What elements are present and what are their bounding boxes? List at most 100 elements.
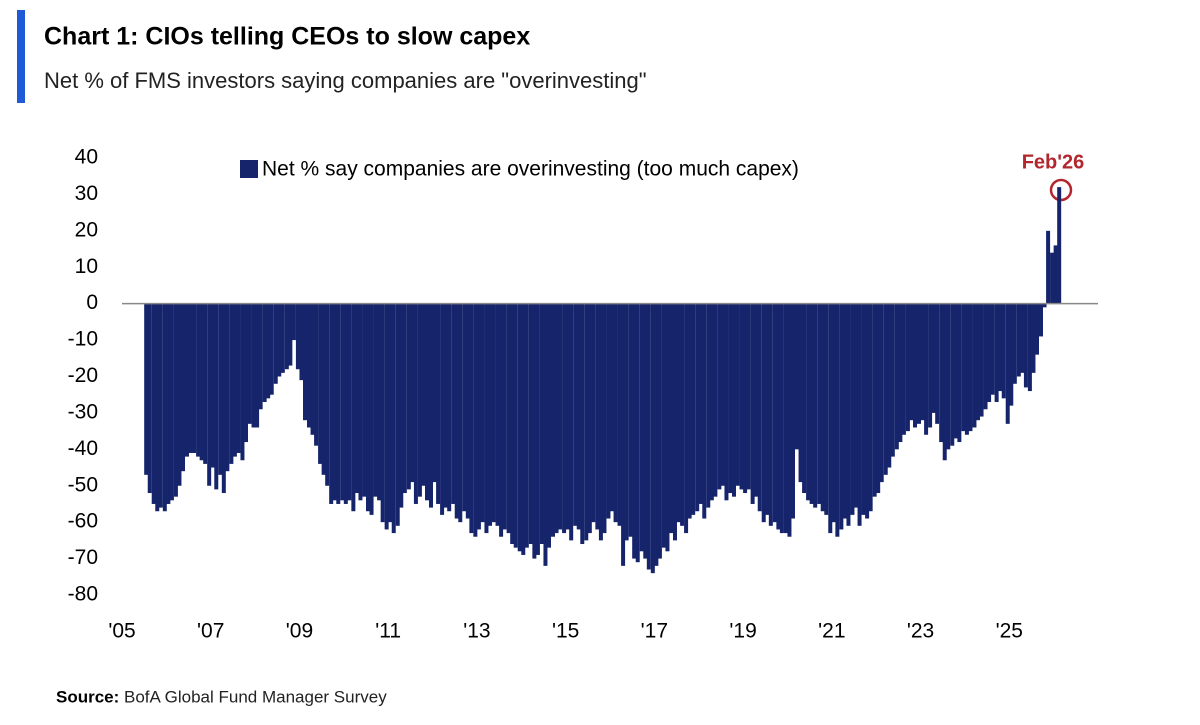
bar xyxy=(1042,303,1047,308)
bar xyxy=(155,303,160,512)
bar xyxy=(325,303,330,486)
bar xyxy=(306,303,311,428)
bar xyxy=(610,303,614,512)
y-tick-label: 0 xyxy=(86,291,98,314)
bar xyxy=(273,303,278,384)
bar xyxy=(177,303,182,486)
bar xyxy=(702,303,707,519)
bar xyxy=(584,303,589,541)
bar xyxy=(539,303,544,545)
bar xyxy=(258,303,263,410)
bar xyxy=(181,303,186,472)
bar xyxy=(754,303,759,497)
bar xyxy=(380,303,385,523)
bar xyxy=(898,303,903,443)
annotation: Feb'26 xyxy=(1022,151,1085,173)
bar xyxy=(939,303,944,443)
bar xyxy=(528,303,533,545)
bar xyxy=(247,303,252,424)
y-tick-label: 30 xyxy=(75,182,98,205)
bar xyxy=(739,303,744,490)
bar xyxy=(358,303,363,501)
bar xyxy=(440,303,445,515)
bar xyxy=(391,303,396,534)
bar xyxy=(706,303,711,508)
bar xyxy=(517,303,522,552)
bar xyxy=(646,303,651,570)
bar xyxy=(343,303,348,504)
bar xyxy=(214,303,219,490)
bar xyxy=(547,303,552,548)
bar xyxy=(817,303,822,504)
bar xyxy=(565,303,570,530)
bar xyxy=(650,303,655,574)
bar xyxy=(513,303,518,548)
legend-swatch xyxy=(240,160,258,178)
bar xyxy=(366,303,370,512)
bar xyxy=(861,303,866,515)
bar xyxy=(842,303,847,519)
bar xyxy=(913,303,918,428)
bar xyxy=(147,303,152,494)
bar xyxy=(698,303,703,504)
bar xyxy=(883,303,888,475)
x-tick-label: '05 xyxy=(108,620,135,643)
bar xyxy=(554,303,559,534)
bar xyxy=(713,303,718,497)
bar xyxy=(831,303,836,523)
bar xyxy=(613,303,618,523)
bar xyxy=(813,303,818,508)
bar xyxy=(436,303,441,504)
bar xyxy=(550,303,555,537)
bar xyxy=(809,303,814,504)
y-tick-label: -20 xyxy=(68,364,98,387)
y-tick-label: -60 xyxy=(68,510,98,533)
x-tick-label: '21 xyxy=(818,620,845,643)
bar xyxy=(772,303,777,523)
bar xyxy=(443,303,448,508)
bar xyxy=(920,303,925,421)
bar xyxy=(720,303,725,486)
bar xyxy=(151,303,156,504)
bar xyxy=(672,303,677,541)
legend-label: Net % say companies are overinvesting (t… xyxy=(262,158,799,181)
bar xyxy=(1012,303,1017,384)
bar xyxy=(336,303,341,504)
bar xyxy=(798,303,803,483)
bar xyxy=(535,303,540,555)
bar xyxy=(783,303,788,534)
bar xyxy=(794,303,799,450)
bar xyxy=(820,303,825,512)
y-tick-label: -80 xyxy=(68,583,98,606)
bar xyxy=(229,303,234,464)
bar xyxy=(1050,252,1055,304)
bar xyxy=(628,303,633,537)
bar xyxy=(776,303,781,530)
bar xyxy=(166,303,171,504)
bar xyxy=(580,303,585,545)
y-tick-label: 40 xyxy=(75,146,98,169)
bar xyxy=(743,303,748,494)
bar xyxy=(931,303,936,413)
bar xyxy=(232,303,237,457)
bar xyxy=(1031,303,1036,373)
bar xyxy=(894,303,899,450)
bar xyxy=(162,303,167,512)
y-tick-label: 20 xyxy=(75,218,98,241)
bar xyxy=(765,303,770,515)
bar xyxy=(299,303,304,381)
bar xyxy=(639,303,644,552)
bar xyxy=(1046,230,1051,304)
bar xyxy=(255,303,260,428)
bar xyxy=(491,303,496,523)
bar xyxy=(480,303,485,523)
bar xyxy=(665,303,670,552)
bar xyxy=(1023,303,1028,388)
bar xyxy=(410,303,415,483)
bar xyxy=(879,303,884,483)
bar xyxy=(632,303,637,559)
bar xyxy=(806,303,811,501)
bar xyxy=(499,303,504,537)
bar xyxy=(406,303,411,490)
bar xyxy=(909,303,914,421)
